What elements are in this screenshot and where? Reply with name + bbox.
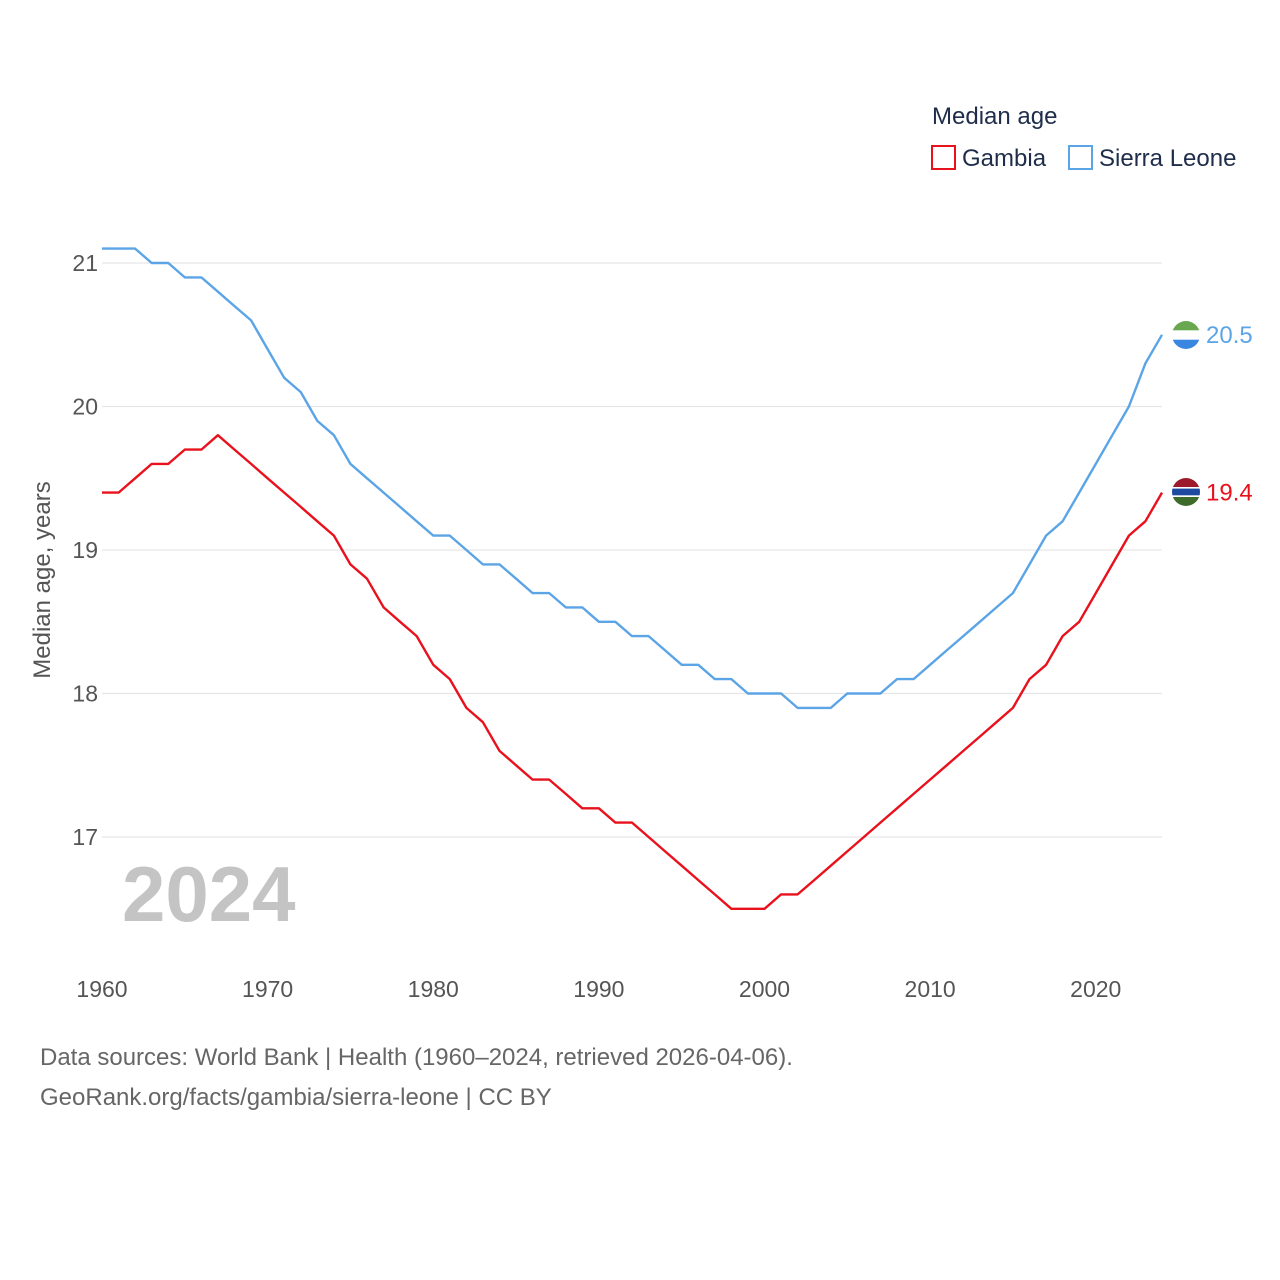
x-tick-label: 1980 — [408, 976, 459, 1002]
series-line-gambia[interactable] — [102, 434, 1164, 910]
y-tick-label: 21 — [72, 250, 98, 276]
end-label-sierra-leone: 20.5 — [1206, 322, 1253, 349]
end-labels: 19.4 20.5 — [1206, 322, 1253, 507]
x-tick-label: 1990 — [573, 976, 624, 1002]
sierra-leone-flag-icon — [1172, 321, 1200, 349]
legend-label-gambia[interactable]: Gambia — [962, 145, 1047, 172]
year-watermark: 2024 — [122, 850, 296, 938]
legend-label-sierra-leone[interactable]: Sierra Leone — [1099, 145, 1236, 172]
series-lines — [102, 247, 1164, 910]
gridlines — [102, 262, 1162, 838]
x-axis-ticks: 1960 1970 1980 1990 2000 2010 2020 — [76, 976, 1121, 1002]
gambia-flag-icon — [1172, 478, 1200, 506]
x-tick-label: 2020 — [1070, 976, 1121, 1002]
legend: Median age Gambia Sierra Leone — [931, 103, 1236, 172]
y-axis-ticks: 17 18 19 20 21 — [72, 250, 98, 850]
y-tick-label: 19 — [72, 537, 98, 563]
legend-swatch-gambia[interactable] — [931, 145, 956, 170]
legend-title: Median age — [932, 103, 1057, 130]
end-label-gambia: 19.4 — [1206, 480, 1253, 507]
y-tick-label: 18 — [72, 681, 98, 707]
source-line-1: Data sources: World Bank | Health (1960–… — [40, 1044, 793, 1071]
x-tick-label: 2000 — [739, 976, 790, 1002]
x-tick-label: 1970 — [242, 976, 293, 1002]
y-tick-label: 17 — [72, 824, 98, 850]
legend-swatch-sierra-leone[interactable] — [1068, 145, 1093, 170]
y-tick-label: 20 — [72, 394, 98, 420]
source-line-2[interactable]: GeoRank.org/facts/gambia/sierra-leone | … — [40, 1084, 552, 1111]
series-line-sierra-leone[interactable] — [102, 247, 1164, 710]
y-axis-label: Median age, years — [29, 481, 56, 678]
x-tick-label: 1960 — [76, 976, 127, 1002]
x-tick-label: 2010 — [905, 976, 956, 1002]
